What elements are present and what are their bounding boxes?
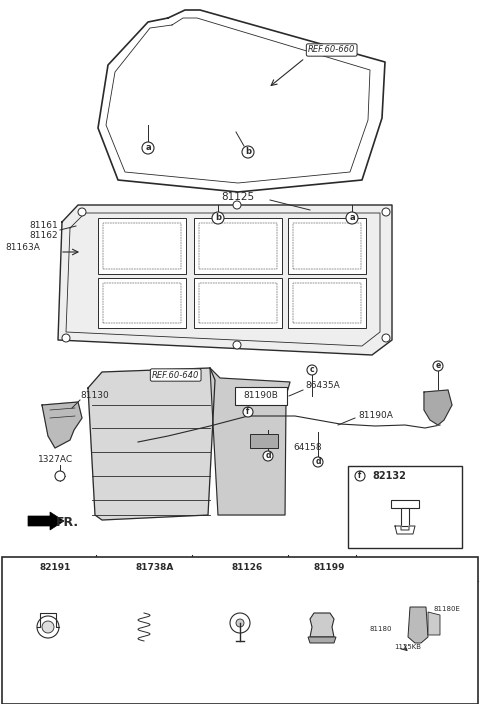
Text: a: a (145, 144, 151, 153)
Bar (199, 283, 277, 323)
Bar (293, 223, 361, 269)
Circle shape (263, 451, 273, 461)
Text: 81199: 81199 (314, 563, 346, 572)
Circle shape (243, 407, 253, 417)
Circle shape (212, 212, 224, 224)
Circle shape (307, 365, 317, 375)
Circle shape (233, 201, 241, 209)
Text: b: b (245, 148, 251, 156)
Circle shape (230, 613, 250, 633)
Circle shape (393, 563, 403, 573)
Circle shape (42, 621, 54, 633)
Circle shape (355, 471, 365, 481)
Polygon shape (395, 526, 415, 534)
Text: a: a (25, 563, 31, 572)
Circle shape (37, 616, 59, 638)
Text: 81130: 81130 (80, 391, 109, 399)
Bar (199, 223, 277, 269)
Polygon shape (308, 637, 336, 643)
Circle shape (433, 361, 443, 371)
Polygon shape (28, 512, 64, 530)
Text: FR.: FR. (56, 515, 79, 529)
Text: 81126: 81126 (232, 563, 263, 572)
Bar (103, 223, 181, 269)
Polygon shape (58, 205, 392, 355)
Text: d: d (315, 458, 321, 467)
Bar (288, 278, 366, 328)
Text: d: d (299, 563, 305, 572)
Text: b: b (121, 563, 127, 572)
Circle shape (55, 471, 65, 481)
Polygon shape (408, 607, 428, 643)
Bar (98, 278, 186, 328)
Text: b: b (215, 213, 221, 222)
Text: d: d (265, 451, 271, 460)
Circle shape (297, 563, 307, 573)
Bar (250, 434, 278, 448)
Polygon shape (210, 368, 290, 515)
Circle shape (23, 563, 33, 573)
Circle shape (313, 457, 323, 467)
Text: c: c (310, 365, 314, 375)
Text: REF.60-640: REF.60-640 (152, 370, 199, 379)
Text: 86435A: 86435A (305, 382, 340, 391)
Text: 82132: 82132 (372, 471, 406, 481)
Text: 81738A: 81738A (136, 563, 174, 572)
Polygon shape (42, 402, 82, 448)
Text: f: f (246, 408, 250, 417)
Polygon shape (98, 10, 385, 192)
Text: 81125: 81125 (221, 192, 254, 202)
Text: 81180E: 81180E (433, 606, 460, 612)
Bar (288, 218, 366, 274)
Text: 82191: 82191 (40, 563, 72, 572)
Text: 81163A: 81163A (5, 244, 40, 253)
Text: 81162: 81162 (29, 232, 58, 241)
Circle shape (382, 334, 390, 342)
Bar (348, 466, 462, 548)
Polygon shape (424, 390, 452, 425)
Polygon shape (428, 612, 440, 635)
Text: c: c (218, 563, 222, 572)
Circle shape (242, 146, 254, 158)
Polygon shape (88, 368, 215, 520)
Text: 81161: 81161 (29, 220, 58, 230)
Circle shape (233, 341, 241, 349)
Bar (401, 508, 409, 526)
Text: a: a (349, 213, 355, 222)
Circle shape (142, 142, 154, 154)
Text: f: f (358, 472, 362, 481)
Text: e: e (396, 563, 401, 572)
Text: 1327AC: 1327AC (38, 455, 73, 465)
Circle shape (62, 334, 70, 342)
Text: e: e (435, 361, 441, 370)
Text: 1125KB: 1125KB (395, 644, 421, 650)
Circle shape (236, 619, 244, 627)
Text: 81190B: 81190B (243, 391, 278, 401)
Circle shape (346, 212, 358, 224)
Circle shape (78, 208, 86, 216)
Text: 81180: 81180 (370, 626, 393, 632)
Circle shape (215, 563, 225, 573)
Polygon shape (310, 613, 334, 637)
Text: 64158: 64158 (293, 444, 322, 453)
Bar (194, 278, 282, 328)
Bar (2, 557, 478, 704)
Text: 81190A: 81190A (358, 412, 393, 420)
Bar (293, 283, 361, 323)
Bar (103, 283, 181, 323)
Bar (391, 500, 419, 508)
Bar (235, 387, 287, 405)
Bar (98, 218, 186, 274)
Text: REF.60-660: REF.60-660 (308, 46, 355, 54)
Circle shape (119, 563, 129, 573)
Circle shape (382, 208, 390, 216)
Bar (194, 218, 282, 274)
